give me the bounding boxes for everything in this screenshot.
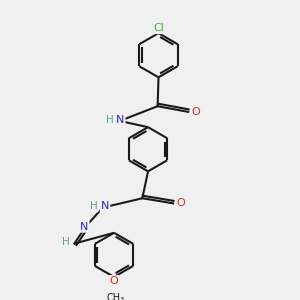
Text: Cl: Cl [153,23,164,33]
Text: O: O [176,198,185,208]
Text: H: H [62,237,70,247]
Text: O: O [191,107,200,117]
Text: N: N [116,115,124,124]
Text: H: H [106,115,114,124]
Text: H: H [90,201,98,211]
Text: N: N [101,201,109,211]
Text: O: O [110,276,118,286]
Text: N: N [80,222,88,232]
Text: CH₃: CH₃ [106,293,124,300]
